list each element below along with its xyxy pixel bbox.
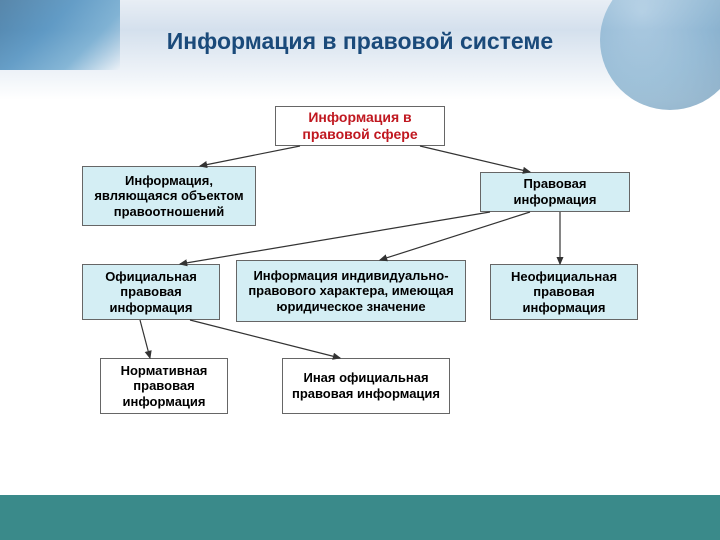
flowchart: Информация в правовой сфере Информация, я… [0,0,720,540]
edge-root-to-right1 [420,146,530,172]
node-right1: Правовая информация [480,172,630,212]
node-ind: Информация индивидуально-правового харак… [236,260,466,322]
node-off: Официальная правовая информация [82,264,220,320]
node-root: Информация в правовой сфере [275,106,445,146]
node-other: Иная официальная правовая информация [282,358,450,414]
edge-off-to-other [190,320,340,358]
edge-off-to-norm [140,320,150,358]
node-neoff: Неофициальная правовая информация [490,264,638,320]
node-left1: Информация, являющаяся объектом правоотн… [82,166,256,226]
edge-root-to-left1 [200,146,300,166]
node-norm: Нормативная правовая информация [100,358,228,414]
edge-right1-to-ind [380,212,530,260]
